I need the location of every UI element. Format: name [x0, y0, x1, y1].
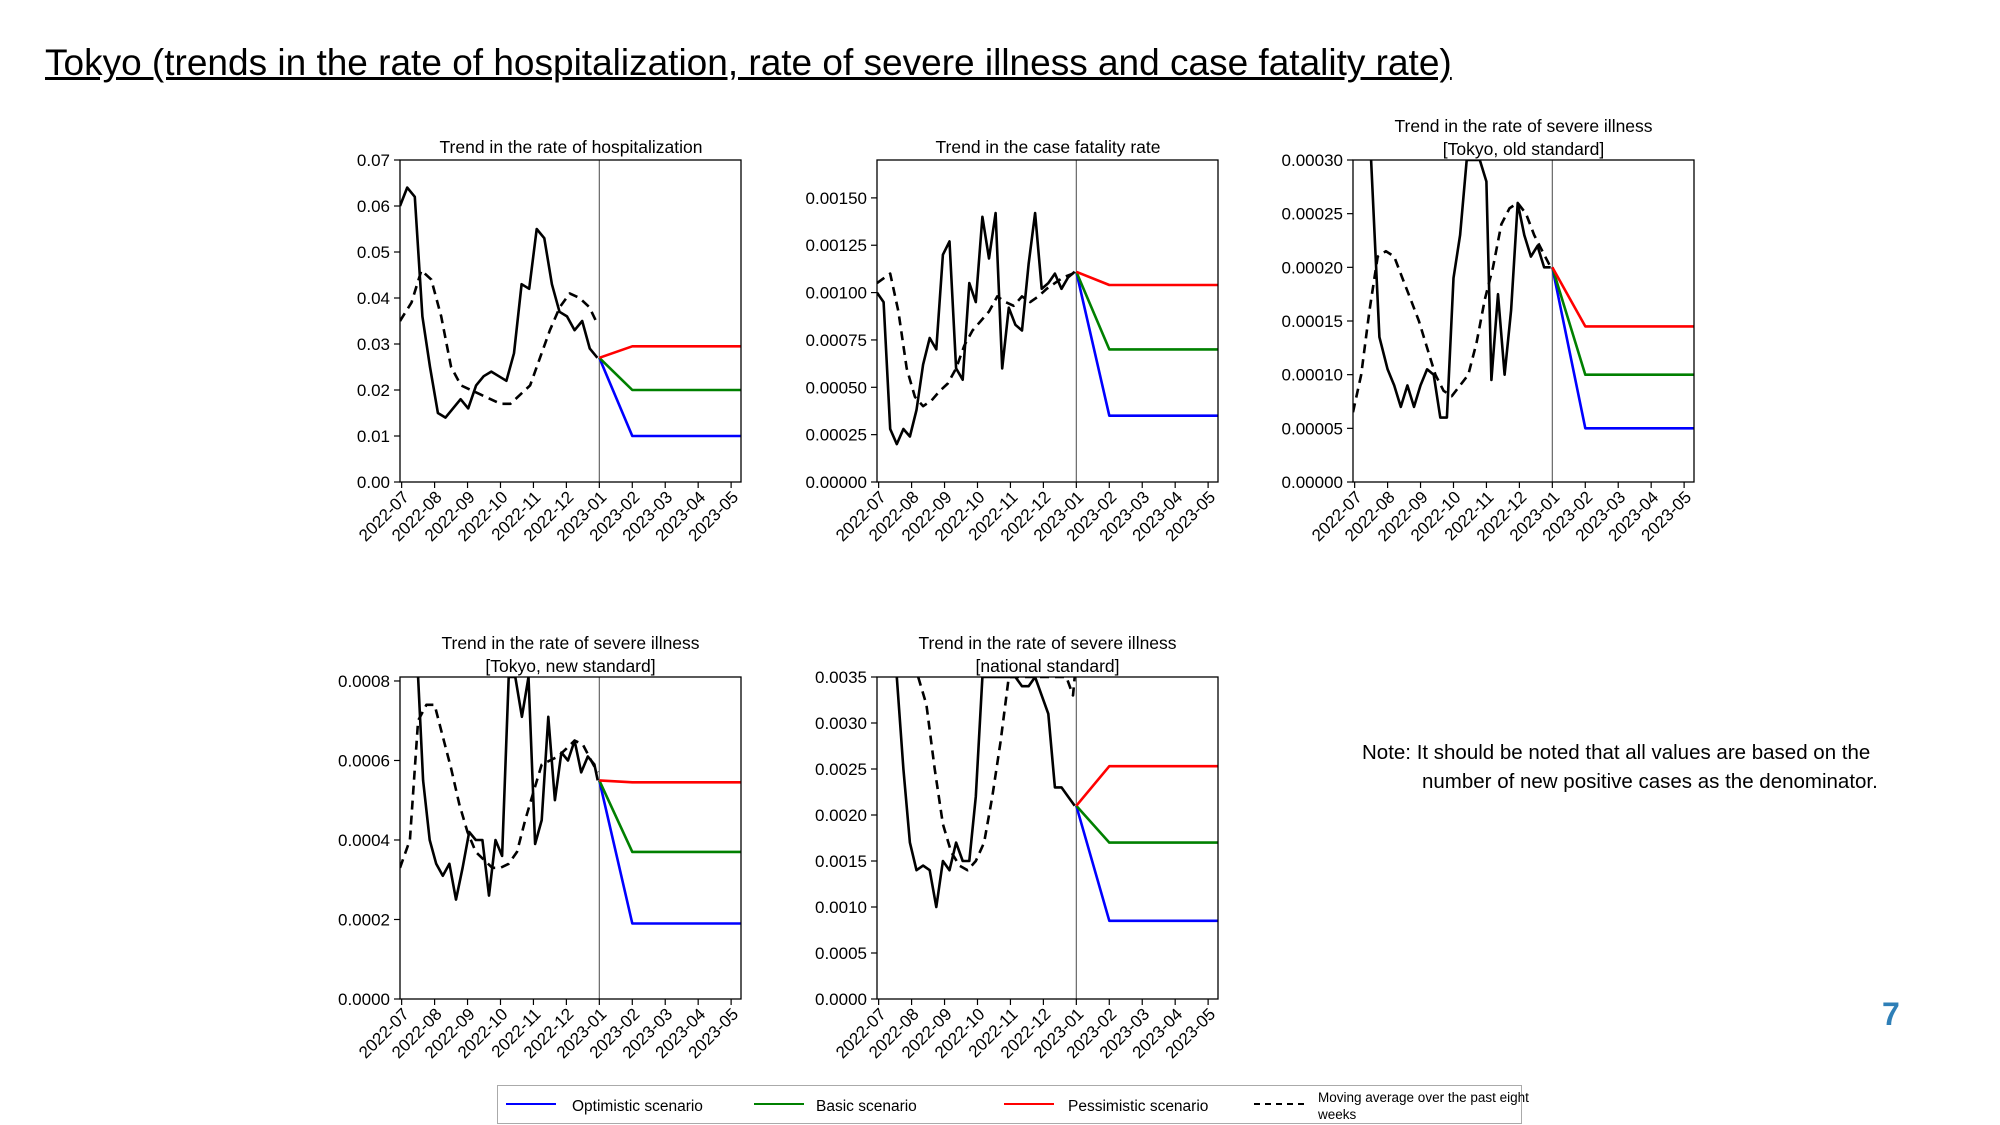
y-tick-label: 0.0000 — [338, 990, 390, 1009]
series-line-basic — [598, 356, 741, 392]
chart-5: Trend in the rate of severe illness [nati… — [815, 633, 1219, 1062]
plot-frame — [399, 159, 742, 483]
chart-title: Trend in the rate of hospitalization — [440, 137, 703, 157]
y-tick-label: 0.00000 — [806, 473, 867, 492]
chart-title: Trend in the rate of severe illness — [1394, 116, 1652, 136]
y-tick-label: 0.0005 — [815, 944, 867, 963]
chart-subtitle: [Tokyo, old standard] — [1443, 139, 1604, 159]
page-number: 7 — [1882, 996, 1900, 1032]
y-tick-label: 0.0015 — [815, 852, 867, 871]
legend-swatch-optimistic — [506, 1103, 556, 1105]
y-tick-label: 0.00050 — [806, 378, 867, 397]
y-tick-label: 0.01 — [357, 427, 390, 446]
series-line-moving-average — [400, 269, 598, 406]
note-line-2: number of new positive cases as the deno… — [1422, 770, 1878, 793]
y-tick-label: 0.00030 — [1282, 151, 1343, 170]
y-tick-label: 0.0000 — [815, 990, 867, 1009]
legend-label-moving-average: Moving average over the past eight weeks — [1318, 1090, 1529, 1122]
series-line-moving-average — [916, 677, 1076, 872]
y-tick-label: 0.04 — [357, 289, 390, 308]
chart-3: Trend in the rate of severe illness [Toky… — [1282, 116, 1696, 545]
legend-label-optimistic: Optimistic scenario — [572, 1098, 703, 1115]
y-tick-label: 0.00025 — [1282, 205, 1343, 224]
series-line-optimistic — [1075, 271, 1218, 418]
y-tick-label: 0.00150 — [806, 189, 867, 208]
series-line-observed — [1369, 160, 1551, 419]
plot-area — [400, 677, 741, 925]
legend-label-basic: Basic scenario — [816, 1098, 917, 1115]
legend-label-pessimistic: Pessimistic scenario — [1068, 1098, 1209, 1115]
series-line-moving-average — [400, 703, 599, 870]
y-tick-label: 0.0004 — [338, 831, 390, 850]
series-line-optimistic — [1551, 267, 1694, 430]
y-tick-label: 0.00 — [357, 473, 390, 492]
series-line-observed — [416, 677, 599, 901]
legend-swatch-pessimistic — [1004, 1103, 1054, 1105]
series-line-optimistic — [598, 780, 741, 925]
y-tick-label: 0.03 — [357, 335, 390, 354]
plot-area — [1353, 160, 1694, 430]
series-line-observed — [895, 677, 1076, 909]
series-line-pessimistic — [1551, 266, 1694, 328]
y-tick-label: 0.0035 — [815, 668, 867, 687]
y-tick-label: 0.00025 — [806, 426, 867, 445]
y-tick-label: 0.00075 — [806, 331, 867, 350]
series-line-pessimistic — [598, 344, 741, 360]
y-tick-label: 0.0025 — [815, 760, 867, 779]
chart-title: Trend in the case fatality rate — [935, 137, 1160, 157]
y-tick-label: 0.0020 — [815, 806, 867, 825]
y-tick-label: 0.06 — [357, 197, 390, 216]
y-tick-label: 0.07 — [357, 151, 390, 170]
plot-area — [400, 186, 741, 438]
y-tick-label: 0.0010 — [815, 898, 867, 917]
series-line-basic — [1075, 271, 1218, 351]
legend-swatch-moving-average — [1254, 1103, 1304, 1105]
plot-frame — [876, 159, 1219, 483]
legend: Optimistic scenario Basic scenario Pessi… — [497, 1085, 1529, 1124]
series-line-observed — [877, 211, 1076, 446]
plot-area — [895, 677, 1218, 923]
y-tick-label: 0.00000 — [1282, 473, 1343, 492]
note: Note: It should be noted that all values… — [1362, 738, 1878, 796]
plot-frame — [1352, 159, 1695, 483]
y-tick-label: 0.00010 — [1282, 366, 1343, 385]
series-line-pessimistic — [599, 779, 741, 784]
y-tick-label: 0.00125 — [806, 236, 867, 255]
y-tick-label: 0.05 — [357, 243, 390, 262]
plot-frame — [399, 676, 742, 1000]
series-line-moving-average — [1353, 201, 1552, 413]
y-tick-label: 0.00020 — [1282, 258, 1343, 277]
series-line-pessimistic — [1075, 270, 1218, 287]
series-line-basic — [598, 779, 741, 854]
chart-2: Trend in the case fatality rate 0.00000 0.… — [806, 137, 1220, 545]
chart-4: Trend in the rate of severe illness [Toky… — [338, 633, 742, 1062]
chart-title: Trend in the rate of severe illness — [918, 633, 1176, 653]
chart-1: Trend in the rate of hospitalization 0.00… — [355, 137, 742, 545]
series-line-observed — [400, 186, 599, 419]
series-line-basic — [1551, 266, 1694, 377]
y-tick-label: 0.0008 — [338, 672, 390, 691]
series-line-pessimistic — [1075, 764, 1218, 807]
y-tick-label: 0.0006 — [338, 751, 390, 770]
plot-frame — [876, 676, 1219, 1000]
chart-subtitle: [national standard] — [976, 656, 1120, 676]
y-tick-label: 0.0030 — [815, 714, 867, 733]
chart-subtitle: [Tokyo, new standard] — [485, 656, 655, 676]
plot-area — [877, 211, 1218, 446]
y-tick-label: 0.02 — [357, 381, 390, 400]
series-line-optimistic — [1075, 805, 1218, 923]
series-line-basic — [1075, 804, 1218, 844]
y-tick-label: 0.00015 — [1282, 312, 1343, 331]
series-line-moving-average — [877, 272, 1074, 408]
note-line-1: Note: It should be noted that all values… — [1362, 741, 1871, 764]
series-line-optimistic — [598, 357, 741, 438]
y-tick-label: 0.00100 — [806, 284, 867, 303]
y-tick-label: 0.00005 — [1282, 419, 1343, 438]
chart-title: Trend in the rate of severe illness — [441, 633, 699, 653]
page-title: Tokyo (trends in the rate of hospitaliza… — [45, 42, 1452, 83]
y-tick-label: 0.0002 — [338, 910, 390, 929]
legend-swatch-basic — [754, 1103, 804, 1105]
